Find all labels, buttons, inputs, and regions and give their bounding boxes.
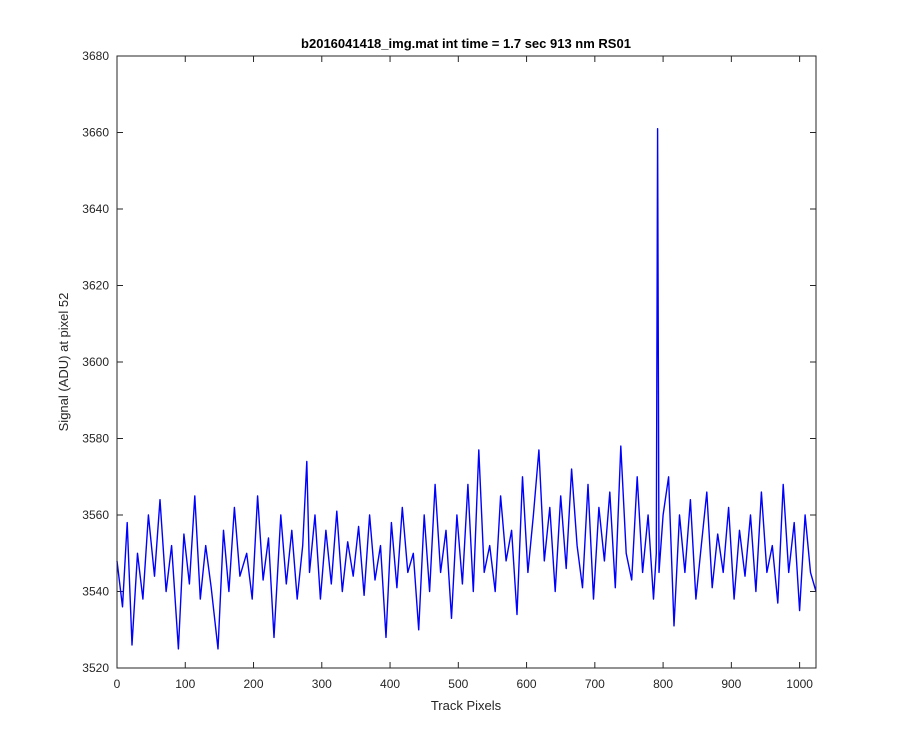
x-tick-label: 300 [312,677,332,691]
x-tick-label: 700 [585,677,605,691]
x-tick-label: 800 [653,677,673,691]
y-tick-label: 3540 [82,585,109,599]
y-tick-label: 3580 [82,432,109,446]
y-tick-label: 3600 [82,355,109,369]
chart-title: b2016041418_img.mat int time = 1.7 sec 9… [301,36,631,51]
x-tick-label: 0 [114,677,121,691]
y-tick-label: 3620 [82,279,109,293]
axes-box [116,55,817,669]
x-tick-label: 500 [448,677,468,691]
y-tick-label: 3680 [82,49,109,63]
y-axis-label: Signal (ADU) at pixel 52 [56,293,71,432]
y-tick-label: 3640 [82,202,109,216]
x-axis-label: Track Pixels [431,698,502,713]
x-tick-label: 1000 [786,677,813,691]
y-tick-label: 3520 [82,661,109,675]
axis-ticks: 0 100 200 300 400 500 600 700 800 900 1000 3520 3540… [82,49,816,691]
x-tick-label: 100 [175,677,195,691]
series-group [116,127,817,650]
y-tick-label: 3660 [82,126,109,140]
y-tick-label: 3560 [82,508,109,522]
x-tick-label: 200 [244,677,264,691]
x-tick-label: 600 [517,677,537,691]
x-tick-label: 900 [721,677,741,691]
x-tick-label: 400 [380,677,400,691]
series-line [116,127,817,650]
